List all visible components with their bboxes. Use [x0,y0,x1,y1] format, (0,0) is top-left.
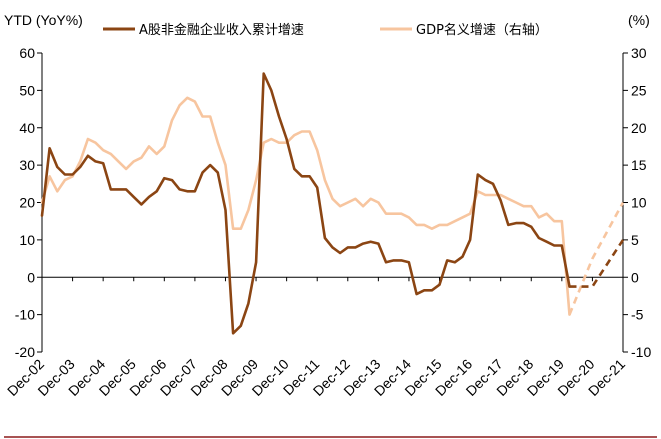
right-tick-label: 30 [631,45,647,61]
series-layer [40,72,625,335]
right-tick-label: 10 [631,195,647,211]
right-tick-label: 5 [631,232,639,248]
series-line-1 [40,96,571,316]
right-tick-label: 20 [631,120,647,136]
left-tick-label: -10 [15,307,35,323]
right-tick-label: -10 [631,344,651,360]
left-tick-label: 0 [27,269,35,285]
left-tick-label: 20 [19,195,35,211]
left-tick-label: 30 [19,157,35,173]
legend-label-revenue: A股非金融企业收入累计增速 [139,22,304,38]
left-tick-label: 50 [19,82,35,98]
right-tick-label: -5 [631,307,644,323]
series-line-0 [40,72,571,335]
series-forecast-line-1 [568,201,625,316]
right-axis-title: (%) [628,12,650,28]
left-axis-title: YTD (YoY%) [4,12,83,28]
legend-label-gdp: GDP名义增速（右轴） [416,22,548,38]
right-tick-label: 25 [631,82,647,98]
left-tick-label: 60 [19,45,35,61]
left-tick-label: -20 [15,344,35,360]
series-forecast-line-0 [569,239,625,288]
legend: A股非金融企业收入累计增速 GDP名义增速（右轴） [103,22,548,38]
left-tick-label: 10 [19,232,35,248]
right-tick-label: 0 [631,269,639,285]
right-tick-label: 15 [631,157,647,173]
left-tick-label: 40 [19,120,35,136]
